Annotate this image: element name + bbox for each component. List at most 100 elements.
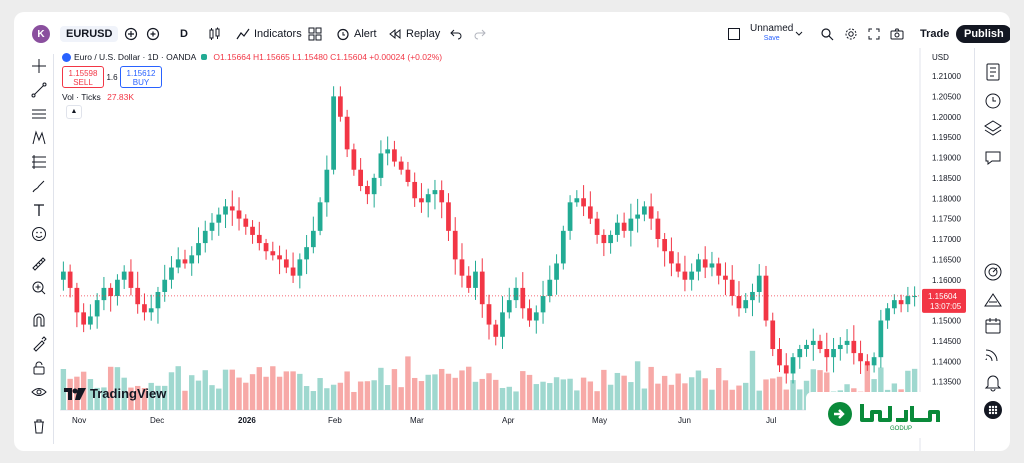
zoom-in-icon[interactable] xyxy=(31,280,47,296)
volume-bar xyxy=(175,366,181,410)
candle-body xyxy=(277,255,282,260)
emoji-icon[interactable] xyxy=(31,226,47,242)
candle-body xyxy=(891,300,897,309)
candle-body xyxy=(777,349,782,366)
volume-bar xyxy=(722,380,729,410)
target-icon[interactable] xyxy=(983,262,1003,282)
volume-bar xyxy=(459,370,465,410)
volume-bar xyxy=(763,379,769,410)
volume-bar xyxy=(101,387,107,410)
volume-bar xyxy=(216,388,222,410)
volume-bar xyxy=(303,386,310,410)
fullscreen-icon[interactable] xyxy=(868,20,880,48)
price-chart[interactable]: USD 1.21000 1.20500 1.20000 1.19500 1.19000 1.… xyxy=(14,12,974,451)
time-axis-label: 2026 xyxy=(238,416,256,425)
ruler-icon[interactable] xyxy=(31,256,47,272)
candle-body xyxy=(67,271,73,288)
candle-body xyxy=(101,287,107,301)
trade-button[interactable]: Trade xyxy=(920,28,950,40)
volume-bar xyxy=(229,369,235,410)
publish-button[interactable]: Publish xyxy=(956,25,1010,43)
gear-icon[interactable] xyxy=(844,20,858,48)
candle-body xyxy=(115,279,120,297)
candle-body xyxy=(148,308,154,313)
sell-button[interactable]: 1.15598 SELL xyxy=(62,66,104,88)
collapse-legend-button[interactable]: ▲ xyxy=(66,105,82,119)
candle-body xyxy=(689,271,695,280)
volume-bar xyxy=(344,371,350,410)
candles-icon[interactable] xyxy=(208,20,222,48)
layouts-icon[interactable] xyxy=(308,20,322,48)
tradingview-logo-icon xyxy=(64,387,86,400)
alerts-clock-icon[interactable] xyxy=(983,90,1003,110)
candle-body xyxy=(479,271,485,305)
notifications-icon[interactable] xyxy=(983,372,1003,392)
candle-body xyxy=(304,247,309,260)
volume-bar xyxy=(810,369,816,410)
apps-grid-icon[interactable] xyxy=(983,400,1003,420)
brush-icon[interactable] xyxy=(31,178,47,194)
candle-body xyxy=(554,263,559,280)
price-tick-label: 1.17000 xyxy=(932,235,961,244)
candle-body xyxy=(621,222,627,231)
redo-icon[interactable] xyxy=(474,20,486,48)
widget-bar xyxy=(974,48,1010,451)
candle-body xyxy=(256,234,262,244)
trash-icon[interactable] xyxy=(31,418,47,434)
text-tool-icon[interactable] xyxy=(31,202,47,218)
horizontal-lines-icon[interactable] xyxy=(31,106,47,122)
candle-body xyxy=(189,255,195,264)
replay-button[interactable]: Replay xyxy=(388,20,440,48)
symbol-search-button[interactable]: EURUSD xyxy=(60,26,119,42)
candle-body xyxy=(601,234,607,244)
search-icon[interactable] xyxy=(820,20,834,48)
volume-bar xyxy=(574,390,580,410)
candle-body xyxy=(169,267,174,280)
add-symbol-icon[interactable] xyxy=(146,20,160,48)
volume-bar xyxy=(797,389,803,410)
fib-retracement-icon[interactable] xyxy=(31,154,47,170)
price-tick-label: 1.19500 xyxy=(932,133,961,142)
candle-body xyxy=(331,96,336,170)
trend-line-icon[interactable] xyxy=(31,82,47,98)
camera-icon[interactable] xyxy=(890,20,904,48)
indicators-button[interactable]: Indicators xyxy=(236,20,302,48)
ideas-icon[interactable] xyxy=(983,290,1003,310)
crosshair-icon[interactable] xyxy=(31,58,47,74)
candle-body xyxy=(527,308,532,321)
price-tick-label: 1.17500 xyxy=(932,215,961,224)
candle-body xyxy=(425,194,431,203)
interval-button[interactable]: D xyxy=(180,28,188,40)
time-axis-label: Feb xyxy=(328,416,342,425)
indicators-icon xyxy=(236,28,250,40)
magnet-icon[interactable] xyxy=(31,312,47,328)
volume-bar xyxy=(121,377,127,410)
price-tick-label: 1.16500 xyxy=(932,255,961,264)
undo-icon[interactable] xyxy=(450,20,462,48)
euro-flag-icon xyxy=(62,52,71,62)
avatar[interactable]: K xyxy=(32,20,50,48)
watchlist-icon[interactable] xyxy=(983,62,1003,82)
volume-bar xyxy=(702,378,708,410)
volume-bar xyxy=(148,382,154,410)
volume-bar xyxy=(330,384,337,410)
calendar-icon[interactable] xyxy=(983,316,1003,336)
layers-icon[interactable] xyxy=(983,118,1003,138)
layout-name-button[interactable]: Unnamed Save xyxy=(750,20,793,48)
pattern-icon[interactable] xyxy=(31,130,47,146)
candle-body xyxy=(763,275,769,321)
top-toolbar: K EURUSD D Indicators Alert Replay xyxy=(14,20,1010,48)
time-axis-label: Dec xyxy=(150,416,164,425)
compare-icon[interactable] xyxy=(124,20,138,48)
layout-checkbox[interactable] xyxy=(728,20,740,48)
chat-icon[interactable] xyxy=(983,148,1003,168)
chevron-down-icon[interactable] xyxy=(794,20,804,48)
volume-legend: Vol · Ticks 27.83K xyxy=(62,92,134,102)
candle-body xyxy=(655,218,661,239)
eye-icon[interactable] xyxy=(31,384,47,400)
lock-icon[interactable] xyxy=(31,360,47,376)
streams-icon[interactable] xyxy=(983,344,1003,364)
buy-button[interactable]: 1.15612 BUY xyxy=(120,66,162,88)
stay-drawing-icon[interactable] xyxy=(31,336,47,352)
alert-button[interactable]: Alert xyxy=(336,20,377,48)
